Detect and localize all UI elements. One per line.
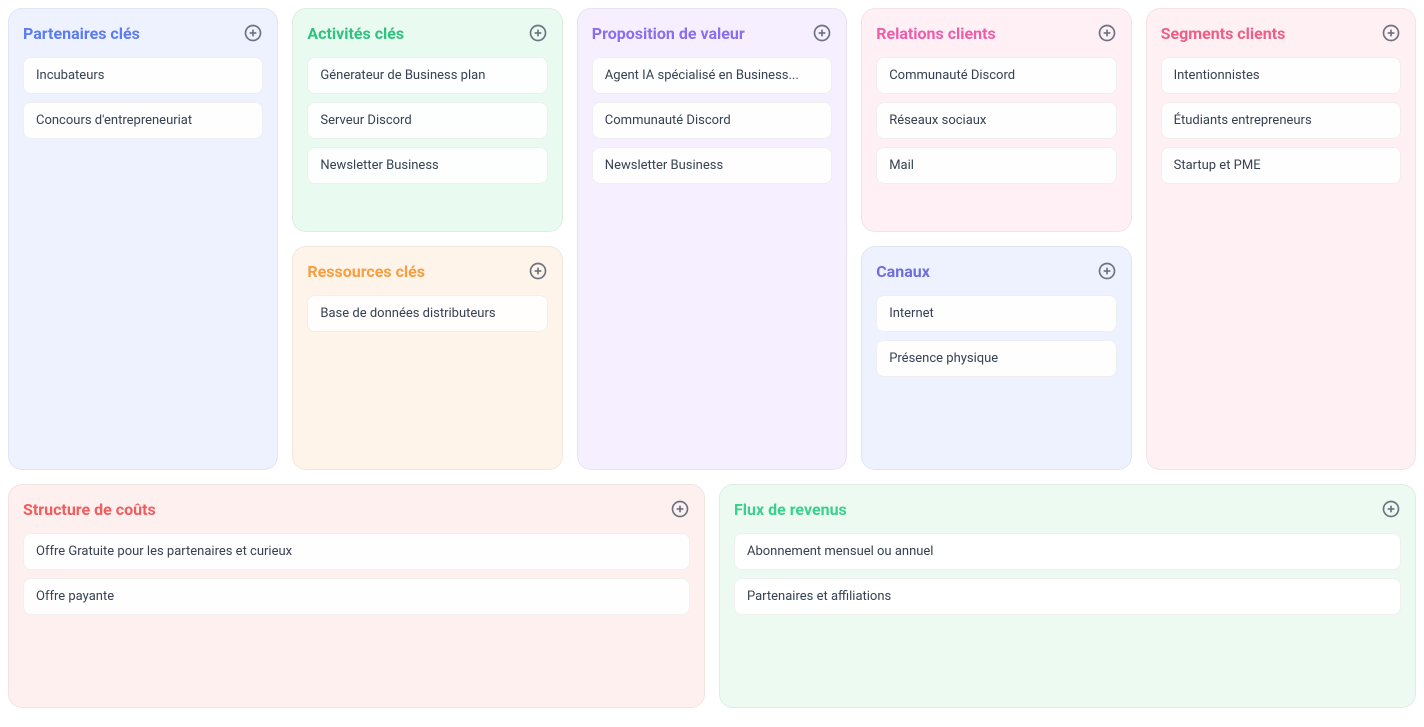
block-title-revenue: Flux de revenus <box>734 500 847 519</box>
block-header: Activités clés <box>307 23 547 43</box>
block-title-activities: Activités clés <box>307 24 404 43</box>
value-item[interactable]: Communauté Discord <box>592 102 832 139</box>
add-relations-button[interactable] <box>1097 23 1117 43</box>
items-revenue: Abonnement mensuel ou annuel Partenaires … <box>734 533 1401 615</box>
col-segments: Segments clients Intentionnistes Étudiant… <box>1146 8 1416 470</box>
partners-item[interactable]: Concours d'entrepreneuriat <box>23 102 263 139</box>
add-costs-button[interactable] <box>670 499 690 519</box>
channels-item[interactable]: Internet <box>876 295 1116 332</box>
block-activities: Activités clés Génerateur de Business pl… <box>292 8 562 232</box>
block-title-channels: Canaux <box>876 262 930 281</box>
block-revenue: Flux de revenus Abonnement mensuel ou an… <box>719 484 1416 708</box>
block-header: Segments clients <box>1161 23 1401 43</box>
block-title-relations: Relations clients <box>876 24 996 43</box>
add-partners-button[interactable] <box>243 23 263 43</box>
relations-item[interactable]: Réseaux sociaux <box>876 102 1116 139</box>
items-costs: Offre Gratuite pour les partenaires et c… <box>23 533 690 615</box>
add-value-button[interactable] <box>812 23 832 43</box>
block-title-value: Proposition de valeur <box>592 24 745 43</box>
block-header: Structure de coûts <box>23 499 690 519</box>
add-resources-button[interactable] <box>528 261 548 281</box>
block-segments: Segments clients Intentionnistes Étudiant… <box>1146 8 1416 470</box>
add-segments-button[interactable] <box>1381 23 1401 43</box>
block-value: Proposition de valeur Agent IA spécialis… <box>577 8 847 470</box>
items-resources: Base de données distributeurs <box>307 295 547 332</box>
block-header: Canaux <box>876 261 1116 281</box>
block-title-segments: Segments clients <box>1161 24 1286 43</box>
items-relations: Communauté Discord Réseaux sociaux Mail <box>876 57 1116 184</box>
block-relations: Relations clients Communauté Discord Rése… <box>861 8 1131 232</box>
revenue-item[interactable]: Partenaires et affiliations <box>734 578 1401 615</box>
relations-item[interactable]: Mail <box>876 147 1116 184</box>
items-activities: Génerateur de Business plan Serveur Disco… <box>307 57 547 184</box>
col-value: Proposition de valeur Agent IA spécialis… <box>577 8 847 470</box>
block-header: Flux de revenus <box>734 499 1401 519</box>
items-value: Agent IA spécialisé en Business... Commun… <box>592 57 832 184</box>
value-item[interactable]: Agent IA spécialisé en Business... <box>592 57 832 94</box>
costs-item[interactable]: Offre Gratuite pour les partenaires et c… <box>23 533 690 570</box>
revenue-item[interactable]: Abonnement mensuel ou annuel <box>734 533 1401 570</box>
block-header: Relations clients <box>876 23 1116 43</box>
costs-item[interactable]: Offre payante <box>23 578 690 615</box>
items-channels: Internet Présence physique <box>876 295 1116 377</box>
block-title-resources: Ressources clés <box>307 262 425 281</box>
block-partners: Partenaires clés Incubateurs Concours d'e… <box>8 8 278 470</box>
activities-item[interactable]: Serveur Discord <box>307 102 547 139</box>
col-relations-channels: Relations clients Communauté Discord Rése… <box>861 8 1131 470</box>
col-activities-resources: Activités clés Génerateur de Business pl… <box>292 8 562 470</box>
segments-item[interactable]: Intentionnistes <box>1161 57 1401 94</box>
activities-item[interactable]: Génerateur de Business plan <box>307 57 547 94</box>
block-header: Ressources clés <box>307 261 547 281</box>
add-activities-button[interactable] <box>528 23 548 43</box>
business-model-canvas: Partenaires clés Incubateurs Concours d'e… <box>8 8 1416 708</box>
block-title-partners: Partenaires clés <box>23 24 140 43</box>
value-item[interactable]: Newsletter Business <box>592 147 832 184</box>
block-costs: Structure de coûts Offre Gratuite pour l… <box>8 484 705 708</box>
block-channels: Canaux Internet Présence physique <box>861 246 1131 470</box>
segments-item[interactable]: Startup et PME <box>1161 147 1401 184</box>
items-partners: Incubateurs Concours d'entrepreneuriat <box>23 57 263 139</box>
items-segments: Intentionnistes Étudiants entrepreneurs St… <box>1161 57 1401 184</box>
add-revenue-button[interactable] <box>1381 499 1401 519</box>
partners-item[interactable]: Incubateurs <box>23 57 263 94</box>
activities-item[interactable]: Newsletter Business <box>307 147 547 184</box>
block-resources: Ressources clés Base de données distribu… <box>292 246 562 470</box>
channels-item[interactable]: Présence physique <box>876 340 1116 377</box>
resources-item[interactable]: Base de données distributeurs <box>307 295 547 332</box>
bottom-row: Structure de coûts Offre Gratuite pour l… <box>8 484 1416 708</box>
add-channels-button[interactable] <box>1097 261 1117 281</box>
segments-item[interactable]: Étudiants entrepreneurs <box>1161 102 1401 139</box>
relations-item[interactable]: Communauté Discord <box>876 57 1116 94</box>
block-header: Partenaires clés <box>23 23 263 43</box>
block-header: Proposition de valeur <box>592 23 832 43</box>
col-partners: Partenaires clés Incubateurs Concours d'e… <box>8 8 278 470</box>
block-title-costs: Structure de coûts <box>23 500 156 519</box>
